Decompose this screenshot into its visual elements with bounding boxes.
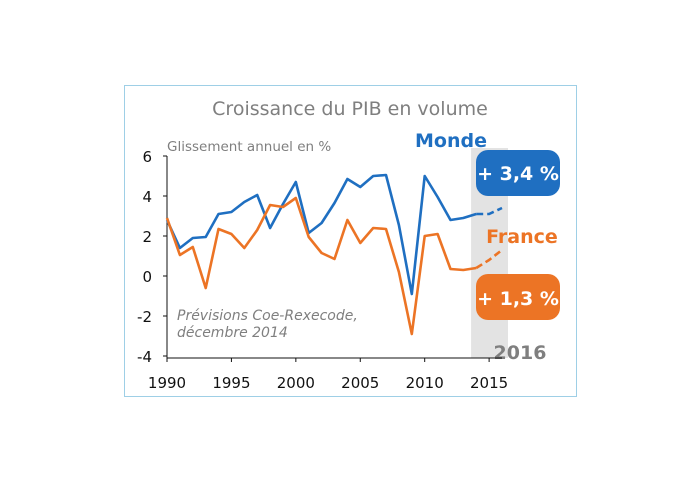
badge-monde: + 3,4 % xyxy=(476,150,560,196)
y-tick-label: -4 xyxy=(137,348,152,366)
badge-france-value: + 1,3 % xyxy=(477,288,559,310)
forecast-note-line-2: décembre 2014 xyxy=(177,325,288,341)
x-tick-label: 2000 xyxy=(277,374,315,392)
x-tick-label: 1990 xyxy=(148,374,186,392)
series-line-monde xyxy=(165,173,477,296)
x-tick-label: 2015 xyxy=(470,374,508,392)
x-tick-label: 2005 xyxy=(341,374,379,392)
badge-monde-value: + 3,4 % xyxy=(477,163,559,185)
chart-title: Croissance du PIB en volume xyxy=(212,98,488,120)
forecast-year-label: 2016 xyxy=(494,342,547,364)
forecast-line-france xyxy=(475,248,503,270)
y-axis-label: Glissement annuel en % xyxy=(167,139,331,155)
badge-france-background xyxy=(476,274,560,320)
y-tick-labels: 6 4 2 0 -2 -4 xyxy=(137,148,152,366)
x-tick-label: 2010 xyxy=(406,374,444,392)
badge-france: + 1,3 % xyxy=(476,274,560,320)
badge-monde-background xyxy=(476,150,560,196)
chart-frame: 2016 Croissance du PIB en volume Glissem… xyxy=(124,85,577,397)
y-tick-label: 4 xyxy=(142,188,152,206)
forecast-note-line-1: Prévisions Coe-Rexecode, xyxy=(177,308,358,324)
forecast-line-monde xyxy=(476,206,503,216)
y-tick-label: 0 xyxy=(142,268,152,286)
y-tick-label: 2 xyxy=(142,228,152,246)
x-tick-label: 1995 xyxy=(212,374,250,392)
y-tick-label: 6 xyxy=(142,148,152,166)
series-line-france xyxy=(165,196,477,336)
y-tick-label: -2 xyxy=(137,308,152,326)
series-lines xyxy=(165,173,503,336)
gdp-growth-chart: 2016 Croissance du PIB en volume Glissem… xyxy=(137,98,560,392)
x-tick-labels: 1990 1995 2000 2005 2010 2015 xyxy=(148,374,508,392)
series-label-france: France xyxy=(486,226,558,248)
series-label-monde: Monde xyxy=(415,130,487,152)
axis-lines xyxy=(163,155,502,362)
